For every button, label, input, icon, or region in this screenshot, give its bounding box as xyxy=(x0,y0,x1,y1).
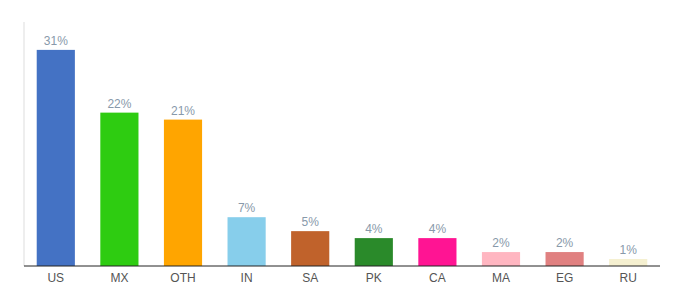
bars xyxy=(37,50,648,266)
data-label: 7% xyxy=(238,201,256,215)
y-axis-line xyxy=(24,22,25,266)
bar xyxy=(37,50,75,266)
data-label: 1% xyxy=(620,243,638,257)
x-tick-label: SA xyxy=(302,271,318,285)
x-tick-label: EG xyxy=(556,271,573,285)
bar xyxy=(355,238,393,266)
bar xyxy=(418,238,456,266)
chart-container: US MX OTH IN SA PK CA MA EG RU 31% 22% 21% 7% 5% 4% 4% 2%… xyxy=(0,0,680,300)
x-tick-label: RU xyxy=(620,271,637,285)
data-label: 2% xyxy=(556,236,574,250)
bar xyxy=(546,252,584,266)
x-tick-label: OTH xyxy=(170,271,195,285)
data-label: 31% xyxy=(44,34,68,48)
x-tick-label: IN xyxy=(241,271,253,285)
bar xyxy=(228,217,266,266)
x-tick-label: US xyxy=(47,271,64,285)
chart: US MX OTH IN SA PK CA MA EG RU 31% 22% 21% 7% 5% 4% 4% 2%… xyxy=(0,0,680,300)
bar xyxy=(164,120,202,266)
x-tick-label: MX xyxy=(110,271,128,285)
bar xyxy=(482,252,520,266)
data-label: 4% xyxy=(429,222,447,236)
x-tick-label: CA xyxy=(429,271,446,285)
bar xyxy=(609,259,647,266)
x-tick-label: MA xyxy=(492,271,510,285)
data-label: 2% xyxy=(492,236,510,250)
data-label: 4% xyxy=(365,222,383,236)
bar xyxy=(100,113,138,266)
x-axis-line xyxy=(24,266,660,267)
data-label: 5% xyxy=(302,215,320,229)
data-label: 22% xyxy=(107,97,131,111)
bar xyxy=(291,231,329,266)
data-label: 21% xyxy=(171,104,195,118)
x-tick-label: PK xyxy=(366,271,382,285)
